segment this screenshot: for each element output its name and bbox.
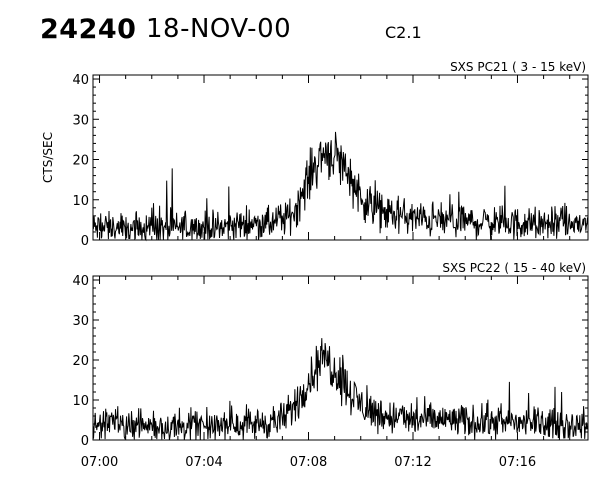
event-number: 24240 [40,14,137,45]
plot-frame-2 [92,275,589,441]
y-tick-label: 10 [72,394,89,409]
x-tick-label: 07:16 [499,455,536,470]
event-date: 18-NOV-00 [146,14,292,44]
x-tick-label: 07:04 [185,455,222,470]
y-axis-title: CTS/SEC [41,132,55,183]
y-tick-label: 30 [72,113,89,128]
series-line-1 [92,131,589,242]
x-tick-label: 07:00 [81,455,118,470]
y-tick-label: 30 [72,314,89,329]
x-tick-label: 07:12 [394,455,431,470]
flare-class: C2.1 [385,23,422,42]
y-tick-label: 40 [72,73,89,88]
panel-title-2: SXS PC22 ( 15 - 40 keV) [442,261,586,275]
plot-frame-1 [92,74,589,241]
y-tick-label: 20 [72,154,89,169]
y-tick-label: 10 [72,194,89,209]
series-line-2 [92,338,589,441]
y-tick-label: 0 [81,234,89,249]
y-tick-label: 0 [81,434,89,449]
y-tick-label: 40 [72,274,89,289]
y-tick-label: 20 [72,354,89,369]
panel-title-1: SXS PC21 ( 3 - 15 keV) [450,60,586,74]
x-tick-label: 07:08 [290,455,327,470]
